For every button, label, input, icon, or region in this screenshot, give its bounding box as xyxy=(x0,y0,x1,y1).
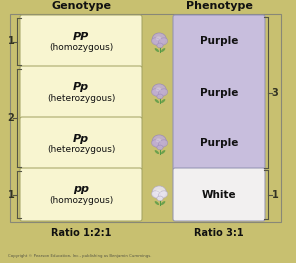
Text: PP: PP xyxy=(73,32,89,42)
Text: White: White xyxy=(202,190,236,200)
Ellipse shape xyxy=(152,33,166,45)
Ellipse shape xyxy=(157,196,163,201)
Ellipse shape xyxy=(152,140,161,147)
Ellipse shape xyxy=(155,99,159,103)
Text: Ratio 1:2:1: Ratio 1:2:1 xyxy=(51,228,111,238)
Ellipse shape xyxy=(159,38,168,45)
Ellipse shape xyxy=(152,38,161,45)
Ellipse shape xyxy=(157,94,163,99)
Text: Genotype: Genotype xyxy=(51,1,111,11)
Text: (heterozygous): (heterozygous) xyxy=(47,145,115,154)
Ellipse shape xyxy=(152,89,161,96)
Text: Phenotype: Phenotype xyxy=(186,1,252,11)
Ellipse shape xyxy=(157,43,163,48)
Ellipse shape xyxy=(155,48,159,52)
Text: pp: pp xyxy=(73,185,89,195)
FancyBboxPatch shape xyxy=(20,66,142,119)
Ellipse shape xyxy=(156,138,161,142)
Ellipse shape xyxy=(161,99,165,103)
Ellipse shape xyxy=(156,87,161,91)
Ellipse shape xyxy=(152,186,166,198)
FancyBboxPatch shape xyxy=(173,168,265,221)
FancyBboxPatch shape xyxy=(173,15,265,170)
Ellipse shape xyxy=(161,48,165,52)
Text: (heterozygous): (heterozygous) xyxy=(47,94,115,103)
Ellipse shape xyxy=(159,191,168,198)
Ellipse shape xyxy=(157,145,163,150)
Ellipse shape xyxy=(155,150,159,154)
Text: Purple: Purple xyxy=(200,139,238,149)
Ellipse shape xyxy=(161,150,165,154)
Ellipse shape xyxy=(156,189,161,193)
Ellipse shape xyxy=(152,191,161,198)
Ellipse shape xyxy=(159,89,168,96)
Ellipse shape xyxy=(161,201,165,205)
Ellipse shape xyxy=(152,84,166,97)
Text: Pp: Pp xyxy=(73,134,89,144)
Text: 2: 2 xyxy=(8,113,15,123)
Text: Copyright © Pearson Education, Inc., publishing as Benjamin Cummings.: Copyright © Pearson Education, Inc., pub… xyxy=(8,254,152,258)
Ellipse shape xyxy=(156,37,161,40)
Text: 1: 1 xyxy=(8,190,15,200)
FancyBboxPatch shape xyxy=(20,168,142,221)
FancyBboxPatch shape xyxy=(10,14,281,222)
Ellipse shape xyxy=(155,201,159,205)
FancyBboxPatch shape xyxy=(20,117,142,170)
Ellipse shape xyxy=(159,140,168,147)
Text: Purple: Purple xyxy=(200,88,238,98)
Text: (homozygous): (homozygous) xyxy=(49,43,113,52)
Text: (homozygous): (homozygous) xyxy=(49,196,113,205)
FancyBboxPatch shape xyxy=(20,15,142,68)
Text: Purple: Purple xyxy=(200,37,238,47)
Text: 1: 1 xyxy=(8,37,15,47)
Text: Ratio 3:1: Ratio 3:1 xyxy=(194,228,244,238)
Ellipse shape xyxy=(152,135,166,147)
Text: 1: 1 xyxy=(272,190,278,200)
Text: Pp: Pp xyxy=(73,83,89,93)
Text: 3: 3 xyxy=(272,88,278,98)
